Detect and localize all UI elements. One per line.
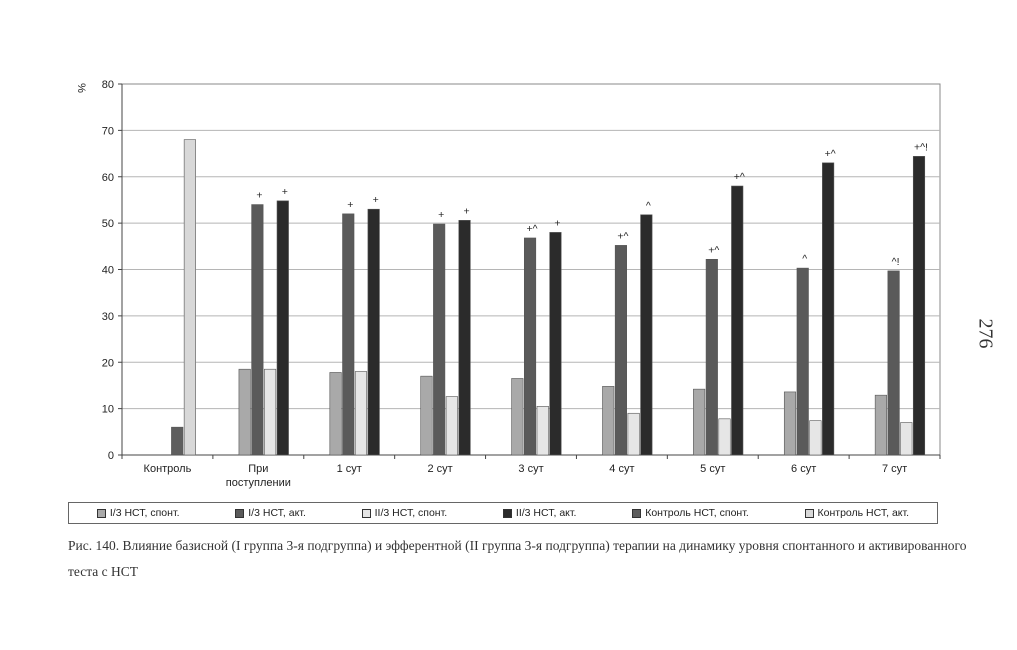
y-tick-label-10: 10 [102,404,114,416]
legend-item-s5: Контроль НСТ, спонт. [632,507,749,519]
bar-s3-2 [354,371,368,456]
x-tick-label-5: 4 сут [609,463,634,475]
annotation-2: + [347,199,353,211]
y-tick-label-0: 0 [108,450,114,462]
bar-s1-2 [329,372,342,456]
bar-s4-1 [276,200,289,456]
legend-label-s3: II/3 НСТ, спонт. [374,507,448,519]
legend-swatch-s4 [502,508,512,518]
bar-s2-5 [614,245,627,456]
bar-s3-6 [718,418,731,456]
legend-swatch-s5 [632,508,642,518]
bar-s4-3 [458,220,471,456]
bar-s4-8 [912,156,926,456]
annotation-11: +^ [734,171,745,183]
bar-s1-7 [783,391,797,456]
y-axis-unit-label: % [74,83,87,93]
y-tick-label-60: 60 [102,172,114,184]
chart-legend: I/3 НСТ, спонт. I/3 НСТ, акт. II/3 НСТ, … [68,502,938,524]
bar-s2-7 [796,267,809,456]
annotation-15: +^! [914,141,928,153]
bar-s1-5 [602,386,615,456]
annotation-8: +^ [617,230,628,242]
annotation-5: + [463,205,469,217]
bar-s2-1 [251,204,264,456]
x-tick-label-7: 6 сут [791,463,816,475]
annotation-12: ^ [802,253,807,265]
x-tick-label-2: 1 сут [337,463,362,475]
bar-s2-2 [342,213,355,456]
bar-s3-5 [627,412,640,456]
annotation-1: + [282,186,288,198]
legend-label-s4: II/3 НСТ, акт. [515,507,577,519]
bar-s4-2 [367,208,380,456]
bar-s1-8 [874,394,887,456]
bar-s2-3 [433,223,446,456]
y-tick-label-80: 80 [102,79,114,91]
legend-item-s4: II/3 НСТ, акт. [502,507,577,519]
legend-label-s6: Контроль НСТ, акт. [817,507,910,519]
bar-s1-1 [238,368,251,456]
legend-label-s1: I/3 НСТ, спонт. [109,507,180,519]
y-tick-label-40: 40 [102,265,114,277]
annotation-9: ^ [646,200,651,212]
legend-label-s5: Контроль НСТ, спонт. [645,507,749,519]
y-tick-label-70: 70 [102,125,114,137]
x-tick-label-0: Контроль [144,463,192,475]
annotation-0: + [256,190,262,202]
legend-swatch-s2 [235,508,245,518]
annotation-6: +^ [527,223,538,235]
x-tick-label-1-line-1: поступлении [226,477,291,489]
x-tick-label-3: 2 сут [428,463,453,475]
x-tick-label-6: 5 сут [700,463,725,475]
legend-item-s2: I/3 НСТ, акт. [235,507,306,519]
bar-s4-7 [822,162,835,456]
annotation-10: +^ [708,244,719,256]
legend-item-s6: Контроль НСТ, акт. [804,507,910,519]
legend-item-s3: II/3 НСТ, спонт. [361,507,448,519]
figure-caption: Рис. 140. Влияние базисной (I группа 3-я… [68,538,967,579]
y-tick-label-20: 20 [102,357,114,369]
annotation-3: + [373,194,379,206]
legend-swatch-s6 [804,508,814,518]
bar-s4-6 [731,185,744,456]
bar-s2-6 [705,258,718,456]
y-tick-label-30: 30 [102,311,114,323]
legend-swatch-s3 [361,508,371,518]
bar-s6-0 [183,139,196,456]
bar-s3-4 [536,406,549,456]
bar-s1-4 [511,378,524,456]
x-tick-label-4: 3 сут [518,463,543,475]
legend-swatch-s1 [96,508,106,518]
bar-s5-0 [171,426,184,456]
bar-s2-4 [523,237,537,456]
annotation-13: +^ [825,148,836,160]
bar-s3-1 [264,368,277,456]
bar-s3-7 [809,420,822,456]
x-tick-label-8: 7 сут [882,463,907,475]
bar-s3-3 [445,396,458,456]
bar-s3-8 [900,422,913,456]
x-tick-label-1-line-0: При [248,463,268,475]
annotation-7: + [554,217,560,229]
bar-s4-5 [640,214,653,456]
annotation-4: + [438,209,444,221]
page-number: 276 [974,318,997,349]
legend-label-s2: I/3 НСТ, акт. [248,507,306,519]
bar-s1-3 [420,375,433,456]
y-tick-label-50: 50 [102,218,114,230]
bar-s1-6 [693,388,706,456]
annotation-14: ^! [892,256,900,268]
bar-s2-8 [887,270,900,456]
legend-item-s1: I/3 НСТ, спонт. [96,507,180,519]
bar-s4-4 [549,232,562,456]
